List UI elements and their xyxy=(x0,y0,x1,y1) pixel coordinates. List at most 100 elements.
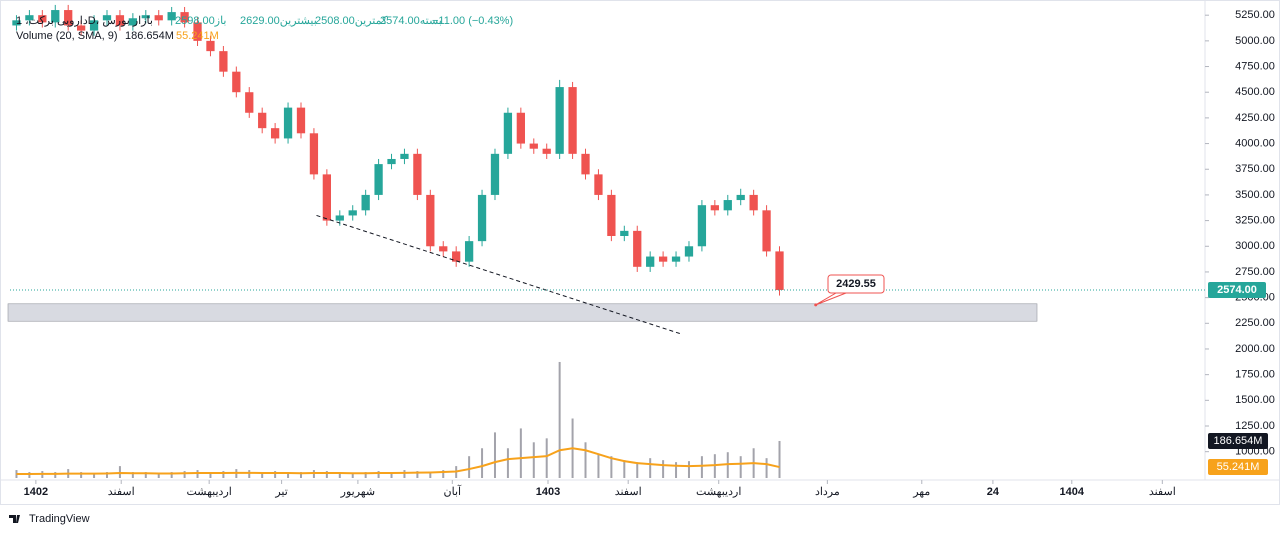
brand-logo xyxy=(9,515,20,523)
candle-body xyxy=(697,205,707,247)
candle-body xyxy=(477,194,487,242)
candle-body xyxy=(684,246,694,257)
candle-body xyxy=(413,153,422,195)
y-tick-label: 4000.00 xyxy=(1235,137,1275,149)
volume-bar xyxy=(519,428,522,478)
candle-body xyxy=(503,112,513,154)
volume-bar xyxy=(636,462,639,478)
candle-body xyxy=(400,153,409,159)
volume-bar xyxy=(248,470,251,478)
volume-bar xyxy=(675,462,678,478)
ohlc-high: بیشترین2629.00 xyxy=(240,15,317,27)
ohlc-open: باز2598.00 xyxy=(175,15,227,27)
candle-body xyxy=(348,210,357,216)
volume-bar xyxy=(468,456,471,478)
volume-bar xyxy=(662,460,665,478)
volume-bar xyxy=(532,442,535,478)
volume-bar xyxy=(545,438,548,478)
y-tick-label: 4500.00 xyxy=(1235,86,1275,98)
candle-body xyxy=(490,153,500,195)
candle-body xyxy=(374,164,383,195)
candle-body xyxy=(25,15,34,21)
callout-label: 2429.55 xyxy=(836,278,876,290)
candle-body xyxy=(232,71,241,93)
candle-body xyxy=(723,200,732,211)
candle-body xyxy=(671,256,681,262)
volume-bar xyxy=(299,472,302,478)
volume-bar xyxy=(506,448,509,478)
x-tick-label: اسفند xyxy=(108,486,135,498)
x-tick-label: تیر xyxy=(274,486,287,498)
volume-bar xyxy=(687,461,690,478)
candle-body xyxy=(568,87,577,154)
y-tick-label: 5000.00 xyxy=(1235,35,1275,47)
candle-body xyxy=(658,256,668,262)
volume-bar xyxy=(649,458,652,478)
candle-body xyxy=(762,210,771,252)
sma-value: 55.241M xyxy=(176,30,219,42)
candle-body xyxy=(102,15,112,21)
candle-body xyxy=(426,194,435,247)
x-tick-label: اردیبهشت xyxy=(186,486,231,498)
volume-bar xyxy=(493,432,496,478)
candle-body xyxy=(51,10,60,23)
candle-body xyxy=(452,251,461,262)
volume-bar xyxy=(481,448,484,478)
y-tick-label: 5250.00 xyxy=(1235,9,1275,21)
x-tick-label: 1404 xyxy=(1060,486,1085,498)
volume-bar xyxy=(558,361,561,478)
volume-bar xyxy=(429,472,432,478)
volume-bar xyxy=(364,472,367,478)
volume-bar xyxy=(54,472,57,478)
zone xyxy=(7,303,1038,322)
candle-body xyxy=(736,194,745,201)
candle-body xyxy=(775,251,784,291)
volume-bar xyxy=(597,454,600,478)
legend: داروپی برکت، 1D، بازار بورس باز2598.00 ب… xyxy=(16,15,513,42)
candle-body xyxy=(154,15,163,21)
volume-bar xyxy=(700,456,703,478)
volume-bar xyxy=(144,472,147,478)
candle-body xyxy=(555,87,564,154)
candle-body xyxy=(206,40,215,52)
volume-bar xyxy=(739,456,742,478)
ohlc-low: کمترین2508.00 xyxy=(315,15,388,27)
last-price-label: 2574.00 xyxy=(1217,284,1257,296)
candle-body xyxy=(594,174,603,195)
candle-body xyxy=(516,112,525,144)
symbol: داروپی برکت، 1D، بازار بورس xyxy=(16,15,153,27)
y-tick-label: 1750.00 xyxy=(1235,369,1275,381)
volume-bar xyxy=(403,470,406,478)
volume-value: 186.654M xyxy=(125,30,174,42)
volume-bar xyxy=(351,473,354,478)
x-tick-label: اردیبهشت xyxy=(696,486,741,498)
volume-bar xyxy=(131,472,134,478)
candle-body xyxy=(607,194,616,236)
candle-body xyxy=(167,12,176,21)
x-tick-label: شهریور xyxy=(340,486,375,498)
candle-body xyxy=(245,92,254,113)
candle-body xyxy=(76,25,86,31)
candle-body xyxy=(296,107,306,134)
volume-bar xyxy=(765,458,768,478)
volume-bar xyxy=(442,470,445,478)
candle-body xyxy=(581,153,590,175)
brand: TradingView xyxy=(9,513,90,525)
candle-body xyxy=(38,15,47,23)
candle-body xyxy=(620,230,629,236)
volume-bar xyxy=(209,472,212,478)
candle-body xyxy=(258,112,267,129)
x-tick-label: مرداد xyxy=(815,486,840,498)
y-tick-label: 4250.00 xyxy=(1235,112,1275,124)
candle-body xyxy=(633,230,642,267)
y-tick-label: 3750.00 xyxy=(1235,163,1275,175)
volume-bar xyxy=(157,473,160,478)
volume-bar xyxy=(105,472,108,478)
volume-bar xyxy=(390,472,393,478)
x-tick-label: اسفند xyxy=(615,486,642,498)
y-tick-label: 1250.00 xyxy=(1235,420,1275,432)
y-tick-label: 3000.00 xyxy=(1235,240,1275,252)
axis-value-label: 55.241M xyxy=(1217,461,1260,473)
candle-body xyxy=(464,241,474,262)
candle-body xyxy=(193,22,202,41)
